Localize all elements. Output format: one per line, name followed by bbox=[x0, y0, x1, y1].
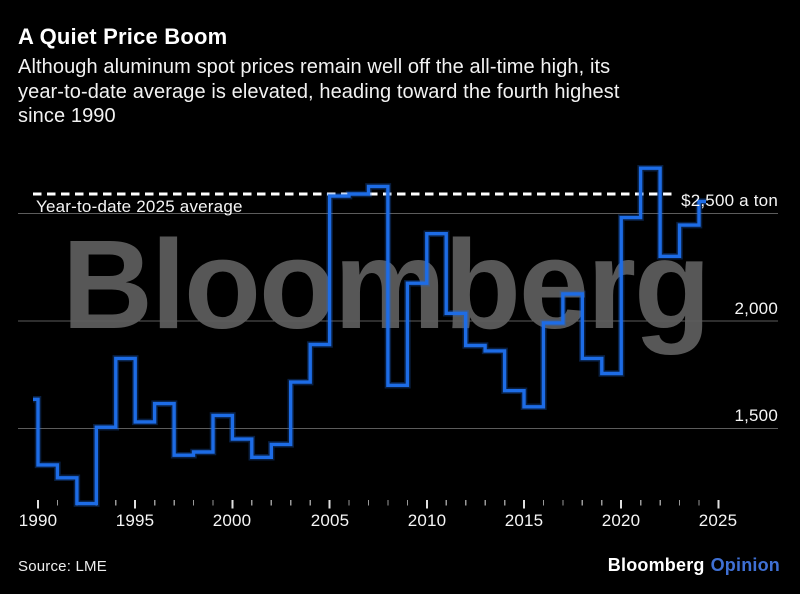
price-line-glow bbox=[33, 164, 706, 507]
subtitle-line-2: year-to-date average is elevated, headin… bbox=[18, 80, 620, 103]
bloomberg-opinion-logo: Bloomberg Opinion bbox=[608, 555, 780, 576]
chart-subtitle: Although aluminum spot prices remain wel… bbox=[18, 55, 788, 129]
y-axis-label-2000: 2,000 bbox=[734, 299, 778, 318]
brand-bloomberg: Bloomberg bbox=[607, 555, 705, 575]
avg-line-label: Year-to-date 2025 average bbox=[36, 197, 243, 216]
page-title: A Quiet Price Boom bbox=[18, 24, 228, 49]
x-axis-label-2015: 2015 bbox=[504, 511, 544, 530]
subtitle-line-1: Although aluminum spot prices remain wel… bbox=[18, 56, 611, 78]
brand-opinion: Opinion bbox=[710, 555, 780, 575]
source-label: Source: LME bbox=[18, 558, 107, 575]
subtitle-line-3: since 1990 bbox=[18, 105, 116, 127]
aluminum-price-line bbox=[33, 166, 706, 506]
x-axis-label-2000: 2000 bbox=[212, 511, 252, 530]
x-axis-label-2010: 2010 bbox=[407, 511, 447, 530]
x-axis-label-1990: 1990 bbox=[18, 511, 58, 530]
x-axis-label-1995: 1995 bbox=[115, 511, 155, 530]
y-axis-label-1500: 1,500 bbox=[734, 406, 778, 425]
x-axis-label-2005: 2005 bbox=[310, 511, 350, 530]
x-axis-label-2025: 2025 bbox=[698, 511, 738, 530]
x-axis-label-2020: 2020 bbox=[601, 511, 641, 530]
y-axis-label-2500: $2,500 a ton bbox=[681, 191, 778, 210]
